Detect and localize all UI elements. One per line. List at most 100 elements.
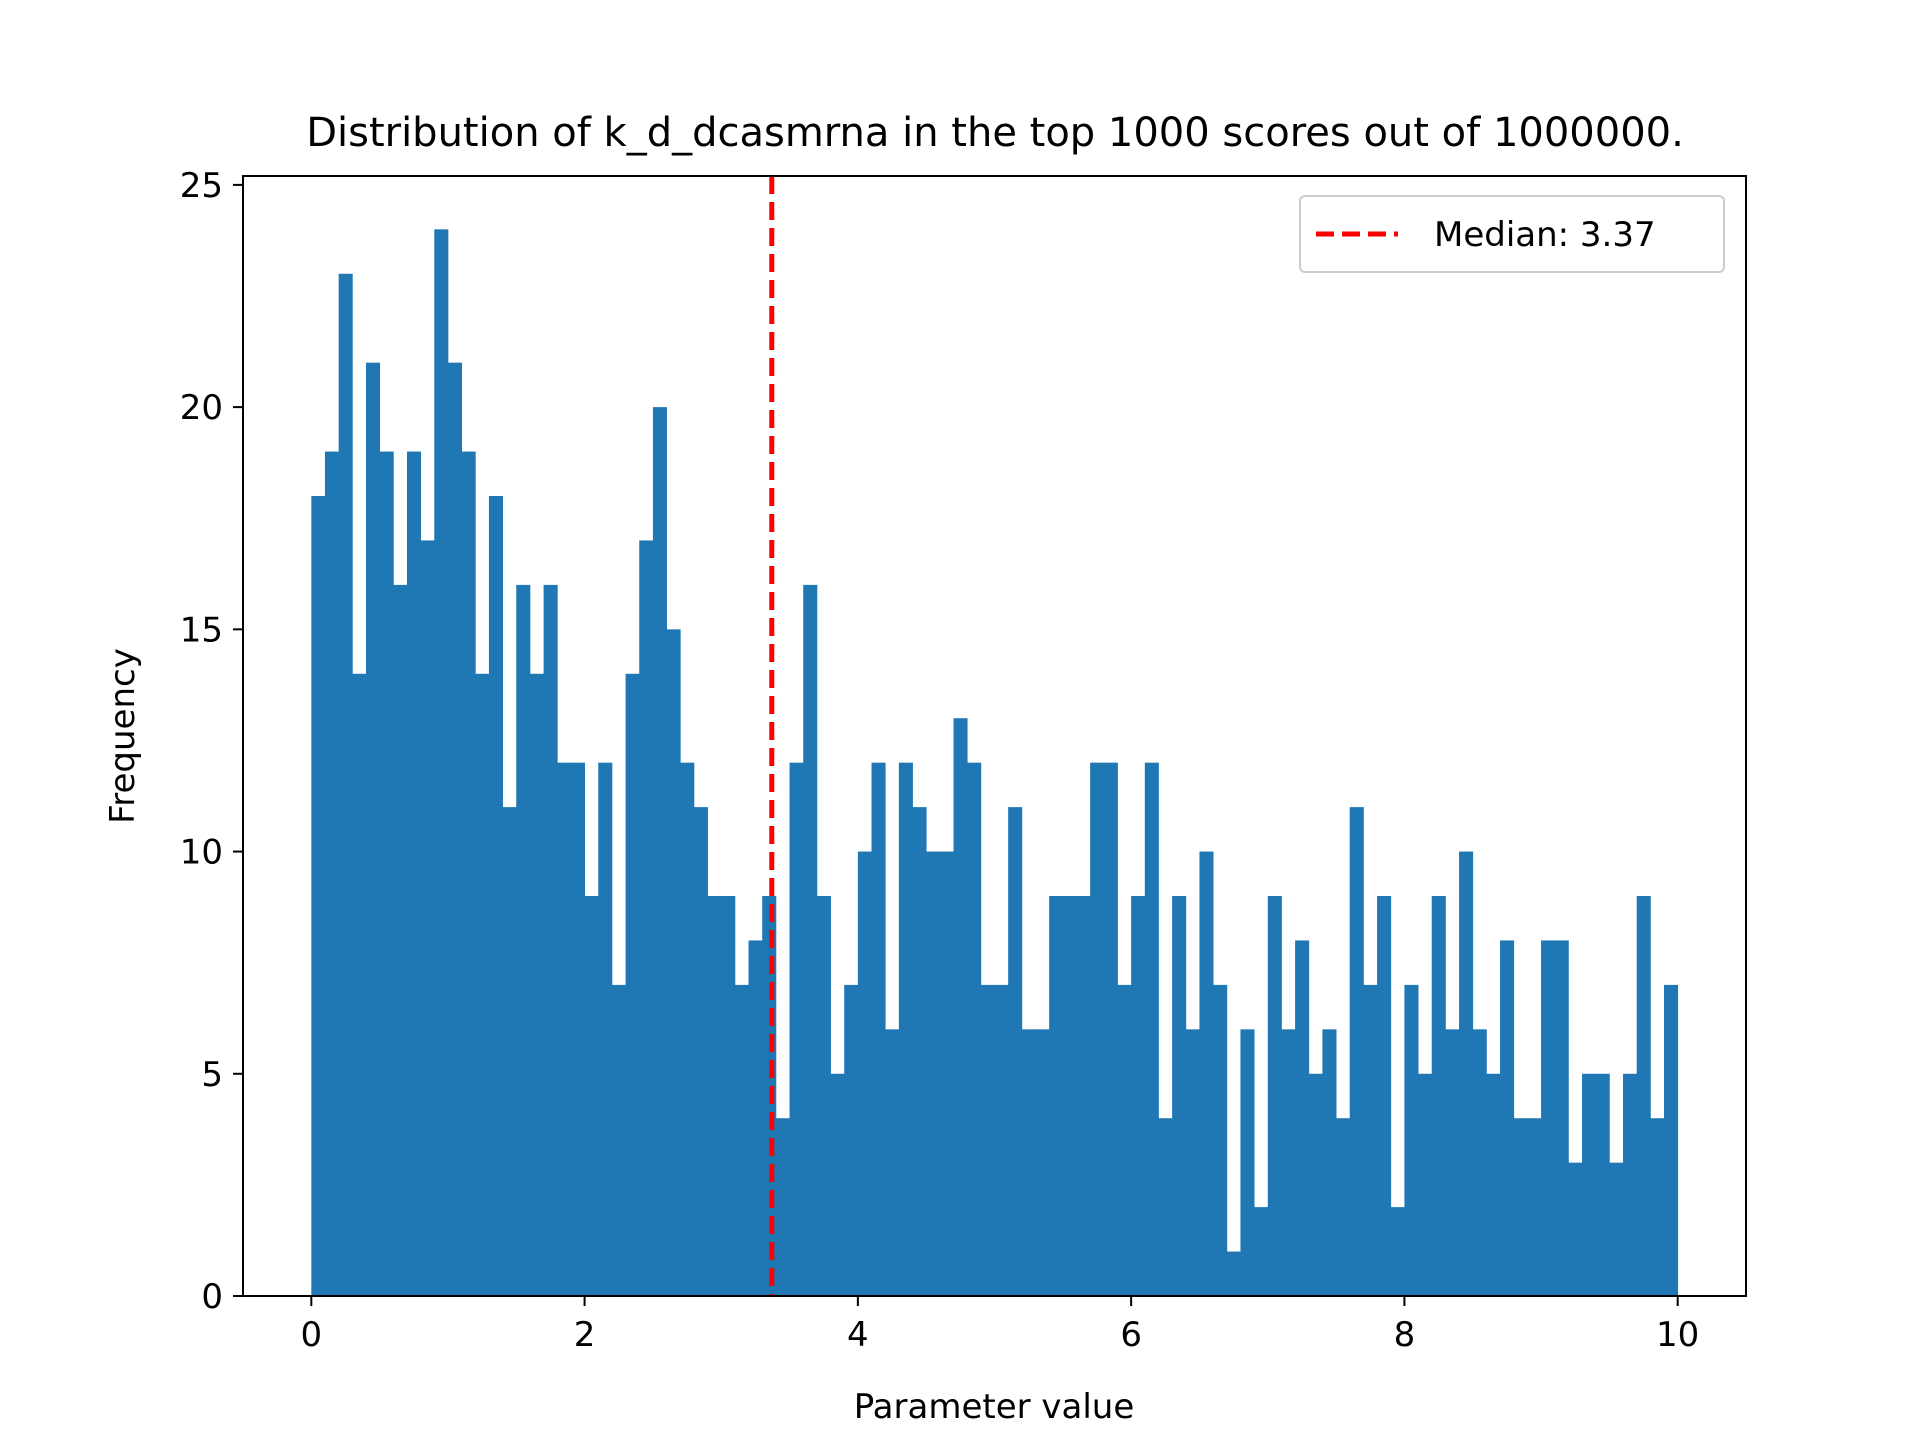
histogram-bar (721, 896, 736, 1296)
histogram-bar (420, 540, 435, 1296)
histogram-bar (1185, 1029, 1200, 1296)
histogram-bar (557, 762, 572, 1296)
histogram-bar (1062, 896, 1077, 1296)
histogram-bar (1254, 1207, 1269, 1296)
histogram-bar (1131, 896, 1146, 1296)
histogram-bar (611, 984, 626, 1296)
histogram-bar (1090, 762, 1105, 1296)
histogram-bar (1513, 1118, 1528, 1296)
histogram-bar (625, 673, 640, 1296)
x-axis-label: Parameter value (854, 1387, 1135, 1427)
histogram-bar (871, 762, 886, 1296)
x-tick-label: 10 (1656, 1315, 1699, 1355)
histogram-bar (324, 451, 340, 1296)
histogram-bar (926, 851, 941, 1296)
chart-title: Distribution of k_d_dcasmrna in the top … (306, 110, 1684, 156)
histogram-bar (967, 762, 982, 1296)
histogram-bar (1295, 940, 1310, 1296)
histogram-bar (1554, 940, 1569, 1296)
y-tick-label: 25 (180, 166, 223, 206)
y-tick-label: 20 (180, 388, 223, 428)
histogram-bar (748, 940, 763, 1296)
histogram-bar (1103, 762, 1118, 1296)
histogram-bar (352, 673, 367, 1296)
histogram-bar (1568, 1162, 1583, 1296)
x-tick-label: 2 (574, 1315, 596, 1355)
histogram-bar (912, 807, 927, 1296)
histogram-bar (1035, 1029, 1050, 1296)
histogram-bar (1049, 896, 1064, 1296)
histogram-bar (789, 762, 804, 1296)
histogram-bar (1144, 762, 1159, 1296)
histogram-bar (1636, 896, 1651, 1296)
histogram-bar (1664, 984, 1679, 1296)
histogram-bar (816, 896, 831, 1296)
y-axis-ticks: 0 5 10 15 20 25 (180, 166, 243, 1317)
histogram-bar (338, 273, 353, 1296)
histogram-bars (311, 229, 1679, 1297)
histogram-bar (707, 896, 722, 1296)
histogram-bar (1240, 1029, 1255, 1296)
histogram-bar (1226, 1251, 1241, 1296)
histogram-bar (1322, 1029, 1337, 1296)
histogram-bar (1213, 984, 1228, 1296)
x-tick-label: 0 (300, 1315, 322, 1355)
histogram-bar (1349, 807, 1364, 1296)
histogram-bar (1472, 1029, 1487, 1296)
histogram-bar (1431, 896, 1446, 1296)
histogram-bar (1486, 1073, 1501, 1296)
histogram-bar (803, 584, 818, 1296)
histogram-bar (1377, 896, 1392, 1296)
histogram-bar (1308, 1073, 1323, 1296)
histogram-bar (475, 673, 490, 1296)
histogram-bar (488, 496, 504, 1296)
histogram-bar (1404, 984, 1419, 1296)
histogram-bar (1008, 807, 1023, 1296)
legend-entry-median: Median: 3.37 (1434, 215, 1656, 255)
histogram-bar (1117, 984, 1132, 1296)
histogram-bar (598, 762, 613, 1296)
histogram-bar (1595, 1073, 1610, 1296)
plot-area-frame (242, 175, 1747, 1297)
histogram-bar (680, 762, 695, 1296)
histogram-bar (1527, 1118, 1542, 1296)
histogram-bar (734, 984, 749, 1296)
histogram-bar (543, 584, 558, 1296)
histogram-bar (1267, 896, 1282, 1296)
y-tick-label: 5 (201, 1055, 223, 1095)
histogram-bar (1418, 1073, 1433, 1296)
histogram-bar (1459, 851, 1474, 1296)
histogram-bar (461, 451, 476, 1296)
histogram-bar (1582, 1073, 1597, 1296)
histogram-bar (311, 496, 326, 1296)
histogram-bar (584, 896, 599, 1296)
histogram-bar (434, 229, 449, 1297)
histogram-bar (1281, 1029, 1296, 1296)
histogram-bar (953, 718, 968, 1296)
histogram-bar (1541, 940, 1556, 1296)
histogram-bar (1199, 851, 1214, 1296)
histogram-bar (1500, 940, 1515, 1296)
histogram-bar (666, 629, 681, 1296)
histogram-bar (379, 451, 394, 1296)
histogram-bar (502, 807, 517, 1296)
histogram-bar (980, 984, 995, 1296)
histogram-bar (365, 362, 381, 1296)
histogram-bar (844, 984, 859, 1296)
histogram-bar (1363, 984, 1378, 1296)
histogram-bar (570, 762, 585, 1296)
histogram-bar (639, 540, 654, 1296)
x-tick-label: 4 (847, 1315, 869, 1355)
y-tick-label: 0 (201, 1277, 223, 1317)
histogram-bar (1076, 896, 1091, 1296)
histogram-bar (406, 451, 422, 1296)
histogram-bar (1623, 1073, 1638, 1296)
histogram-bar (830, 1073, 845, 1296)
legend-box (1299, 195, 1725, 273)
histogram-bar (447, 362, 463, 1296)
y-tick-label: 15 (180, 610, 223, 650)
histogram-bar (1336, 1118, 1351, 1296)
histogram-bar (857, 851, 872, 1296)
x-tick-label: 6 (1120, 1315, 1142, 1355)
